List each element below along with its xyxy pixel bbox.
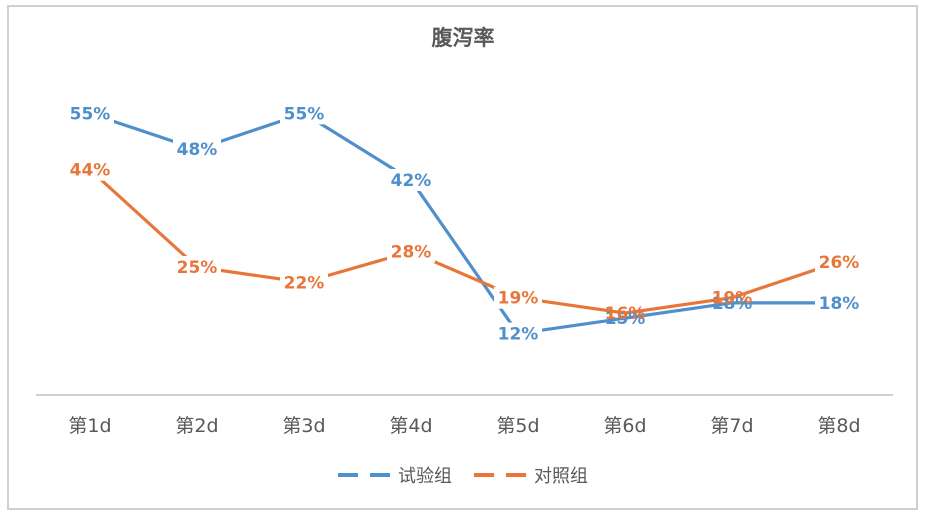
x-tick-label: 第3d [282,415,325,437]
data-label: 44% [66,158,114,181]
svg-text:12%: 12% [498,325,539,345]
data-label: 16% [605,304,646,324]
legend-item-trial-group[interactable]: 试验组 [338,462,452,488]
data-label: 18% [712,294,753,314]
svg-text:25%: 25% [177,258,218,278]
svg-text:18%: 18% [712,294,753,314]
svg-text:22%: 22% [284,273,325,293]
legend-label: 对照组 [534,466,588,487]
data-label: 48% [173,138,221,161]
x-tick-label: 第1d [68,415,111,437]
svg-text:19%: 19% [498,289,539,309]
data-label: 26% [815,250,863,273]
chart-title: 腹泻率 [431,26,495,50]
data-labels: 55% 48% 55% 42% 12% 15% 18% 18% 44% 25% 22% 28% 19% 1… [66,102,863,345]
x-tick-label: 第5d [496,415,539,437]
svg-text:16%: 16% [605,304,646,324]
svg-text:26%: 26% [819,253,860,273]
x-tick-label: 第7d [710,415,753,437]
data-label: 55% [66,102,114,125]
x-tick-label: 第2d [175,415,218,437]
data-label: 28% [387,240,435,263]
svg-text:18%: 18% [819,294,860,314]
x-tick-label: 第4d [389,415,432,437]
svg-text:55%: 55% [70,104,111,124]
svg-text:44%: 44% [70,161,111,181]
data-label: 42% [387,168,435,191]
data-label: 12% [494,322,542,345]
data-label: 19% [712,289,753,309]
svg-text:48%: 48% [177,140,218,160]
x-axis-labels: 第1d 第2d 第3d 第4d 第5d 第6d 第7d 第8d [68,415,860,437]
legend: 试验组 对照组 [0,462,926,488]
x-tick-label: 第6d [603,415,646,437]
data-label: 22% [280,271,328,294]
x-tick-label: 第8d [817,415,860,437]
data-label: 25% [173,256,221,278]
data-label: 19% [494,286,542,309]
svg-text:28%: 28% [391,243,432,263]
legend-item-control-group[interactable]: 对照组 [474,462,588,488]
legend-line-icon [474,473,530,477]
chart-frame [7,5,918,510]
data-label: 18% [815,291,863,314]
data-label: 15% [605,309,646,329]
legend-line-icon [338,473,394,477]
svg-text:19%: 19% [712,289,753,309]
data-label: 55% [280,102,328,125]
svg-text:15%: 15% [605,309,646,329]
legend-label: 试验组 [398,466,452,487]
svg-text:42%: 42% [391,171,432,191]
svg-text:55%: 55% [284,104,325,124]
